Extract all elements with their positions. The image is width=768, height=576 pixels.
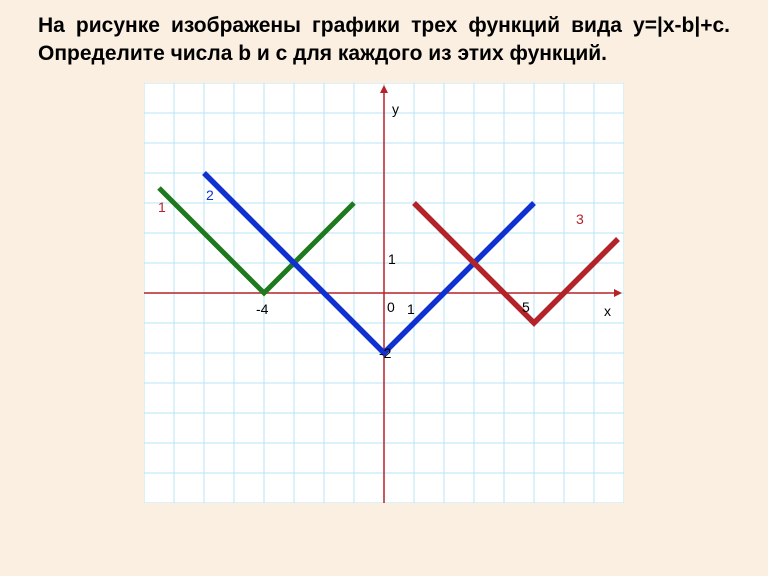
problem-text: На рисунке изображены графики трех функц…	[0, 0, 768, 69]
series-label-green: 1	[158, 199, 166, 215]
origin-label: 0	[387, 299, 395, 315]
y-one-label: 1	[388, 251, 396, 267]
axis-label-y: y	[392, 101, 399, 117]
series-label-blue: 2	[206, 187, 214, 203]
x-five-label: 5	[522, 299, 530, 315]
series-green	[159, 188, 354, 293]
series-label-red: 3	[576, 211, 584, 227]
x-one-label: 1	[407, 301, 415, 317]
x-neg4-label: -4	[256, 301, 268, 317]
function-chart: yx011-4-25123	[144, 83, 624, 503]
axes	[144, 85, 622, 503]
axis-label-x: x	[604, 303, 611, 319]
y-neg2-label: -2	[379, 345, 391, 361]
